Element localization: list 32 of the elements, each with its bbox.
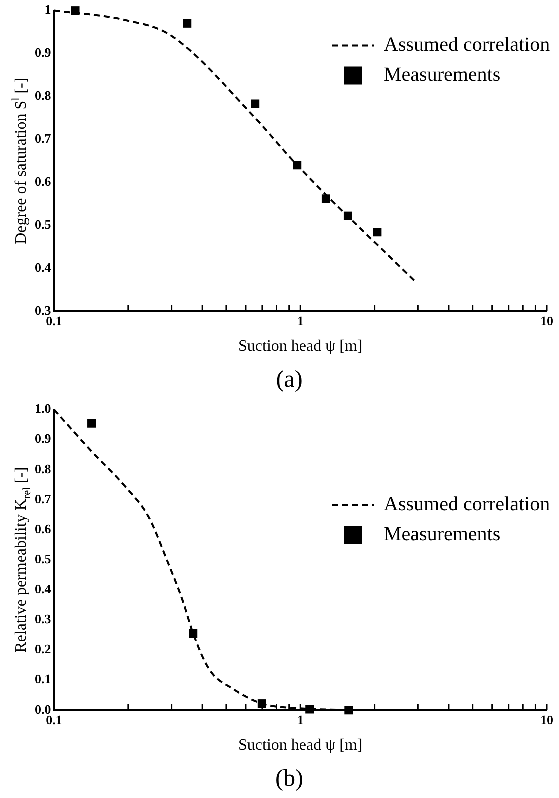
legend-label: Measurements xyxy=(384,523,501,546)
y-tick-label: 0.9 xyxy=(35,431,52,446)
y-tick-label: 1 xyxy=(44,2,52,18)
y-tick-label: 0.3 xyxy=(35,302,52,318)
y-tick-label: 0.4 xyxy=(35,260,52,275)
x-tick-label: 1 xyxy=(297,712,304,728)
x-axis-title: Suction head ψ [m] xyxy=(238,338,363,355)
y-tick-label: 0.6 xyxy=(35,174,52,189)
text: (b) xyxy=(276,766,304,792)
y-tick-label: 0.8 xyxy=(35,461,52,476)
text: (a) xyxy=(276,366,303,393)
y-tick-label: 0.8 xyxy=(35,88,52,104)
legend-label: Measurements xyxy=(384,64,501,86)
y-tick-label: 0.7 xyxy=(35,130,52,146)
y-tick-label: 0.9 xyxy=(35,45,52,60)
x-axis-title: Suction head ψ [m] xyxy=(238,736,363,754)
x-tick-label: 1 xyxy=(297,314,304,329)
y-tick-label: 0.5 xyxy=(35,551,52,566)
y-tick-label: 1.0 xyxy=(35,401,52,416)
y-tick-label: 0.4 xyxy=(35,582,52,597)
y-tick-label: 0.5 xyxy=(35,216,52,232)
y-axis-title: Relative permeability Krel [-] xyxy=(13,467,34,653)
legend-label: Assumed correlation xyxy=(384,34,550,56)
y-tick-label: 0.3 xyxy=(35,612,52,627)
legend-label: Assumed correlation xyxy=(384,493,550,516)
y-tick-label: 0.1 xyxy=(35,672,52,687)
y-tick-label: 0.7 xyxy=(35,491,52,506)
y-axis-title: Degree of saturation Sl [-] xyxy=(10,78,30,244)
y-tick-label: 0.2 xyxy=(35,642,52,657)
x-tick-label: 10 xyxy=(540,314,554,329)
y-tick-label: 0.6 xyxy=(35,521,52,536)
x-tick-label: 10 xyxy=(540,712,554,728)
